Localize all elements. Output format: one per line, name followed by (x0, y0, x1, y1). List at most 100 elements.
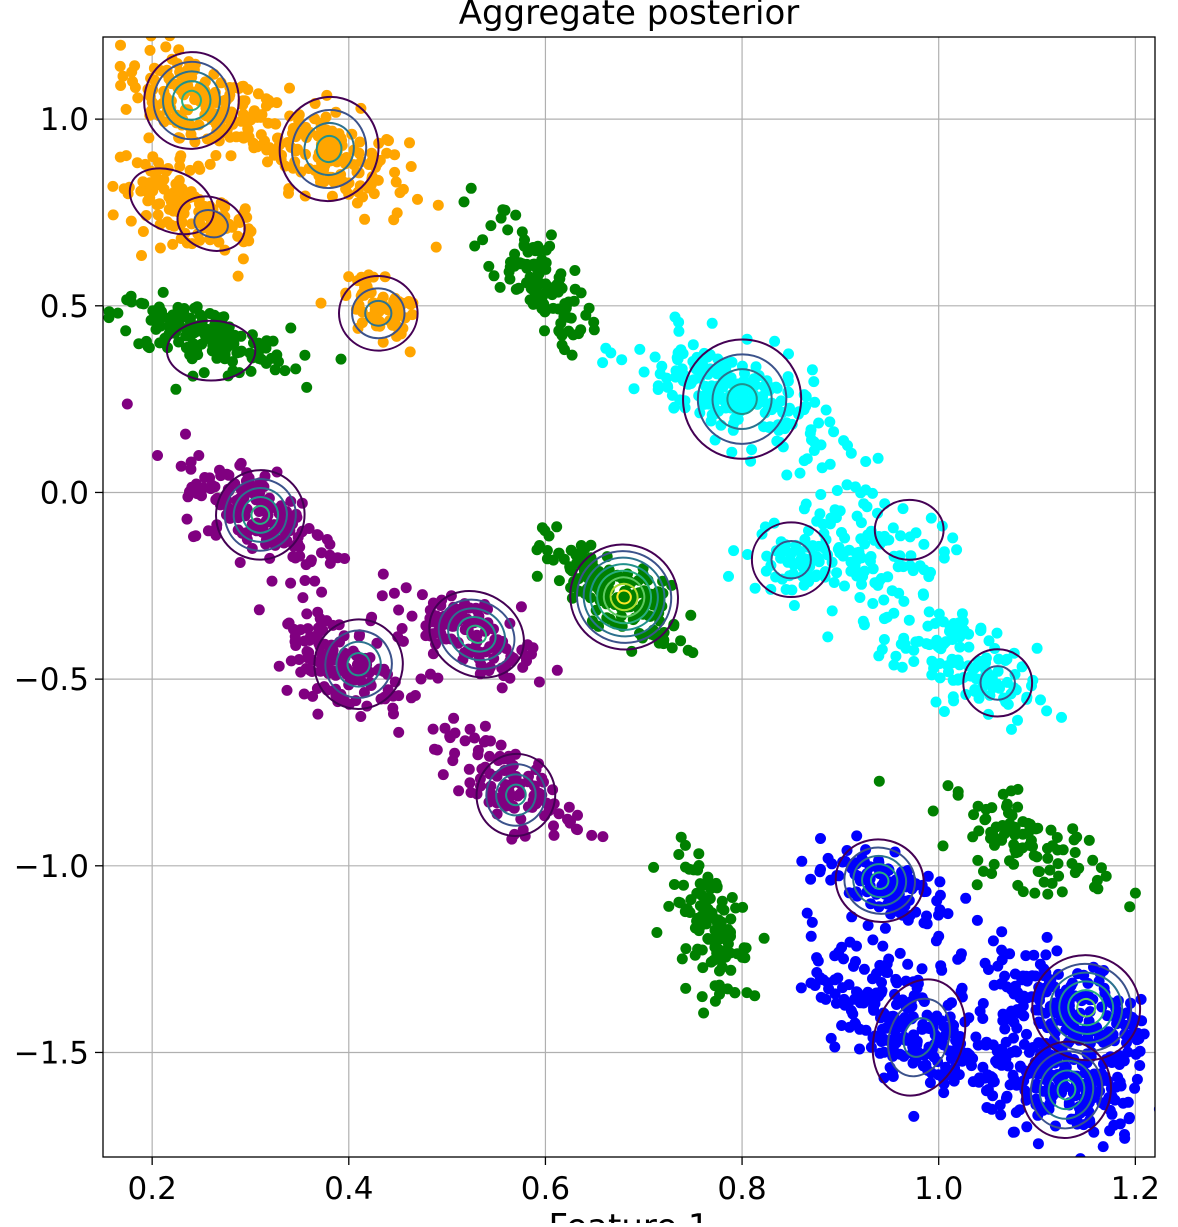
data-point (1042, 889, 1053, 900)
data-point (895, 530, 906, 541)
data-point (954, 642, 965, 653)
data-point (693, 848, 704, 859)
data-point (132, 92, 143, 103)
data-point (837, 997, 848, 1008)
data-point (143, 341, 154, 352)
data-point (1136, 994, 1147, 1005)
data-point (924, 606, 935, 617)
data-point (1001, 654, 1012, 665)
data-point (910, 907, 921, 918)
data-point (136, 298, 147, 309)
data-point (1008, 1127, 1019, 1138)
data-point (898, 503, 909, 514)
data-point (406, 161, 417, 172)
data-point (189, 94, 200, 105)
data-point (1033, 1138, 1044, 1149)
data-point (1119, 1129, 1130, 1140)
data-point (1013, 846, 1024, 857)
data-point (858, 998, 869, 1009)
data-point (779, 545, 790, 556)
data-point (939, 706, 950, 717)
data-point (685, 610, 696, 621)
data-point (759, 933, 770, 944)
data-point (739, 952, 750, 963)
data-point (697, 991, 708, 1002)
data-point (180, 429, 191, 440)
data-point (832, 485, 843, 496)
data-point (873, 453, 884, 464)
data-point (339, 553, 350, 564)
data-point (481, 735, 492, 746)
data-point (293, 116, 304, 127)
data-point (867, 598, 878, 609)
data-point (984, 635, 995, 646)
data-point (879, 613, 890, 624)
data-point (998, 789, 1009, 800)
data-point (862, 501, 873, 512)
data-point (836, 527, 847, 538)
data-point (393, 605, 404, 616)
data-point (240, 203, 251, 214)
data-point (707, 318, 718, 329)
data-point (285, 578, 296, 589)
data-point (680, 983, 691, 994)
data-point (283, 188, 294, 199)
data-point (284, 83, 295, 94)
data-point (500, 205, 511, 216)
data-point (231, 347, 242, 358)
data-point (1124, 1112, 1135, 1123)
data-point (688, 864, 699, 875)
data-point (910, 636, 921, 647)
data-point (388, 708, 399, 719)
data-point (972, 855, 983, 866)
data-point (650, 352, 661, 363)
data-point (937, 1033, 948, 1044)
data-point (918, 588, 929, 599)
data-point (975, 625, 986, 636)
data-point (1035, 694, 1046, 705)
data-point (1044, 865, 1055, 876)
data-point (887, 585, 898, 596)
data-point (807, 364, 818, 375)
data-point (485, 220, 496, 231)
data-point (135, 186, 146, 197)
data-point (714, 966, 725, 977)
data-point (516, 601, 527, 612)
data-point (831, 512, 842, 523)
data-point (673, 326, 684, 337)
x-tick-label: 0.8 (717, 1171, 766, 1207)
data-point (173, 185, 184, 196)
data-point (212, 220, 223, 231)
data-point (138, 226, 149, 237)
data-point (1057, 886, 1068, 897)
x-tick-label: 0.2 (128, 1171, 177, 1207)
data-point (1035, 959, 1046, 970)
data-point (1004, 855, 1015, 866)
data-point (211, 322, 222, 333)
data-point (235, 557, 246, 568)
data-point (147, 151, 158, 162)
data-point (776, 395, 787, 406)
data-point (466, 183, 477, 194)
data-point (856, 517, 867, 528)
data-point (199, 367, 210, 378)
data-point (546, 229, 557, 240)
data-point (881, 967, 892, 978)
data-point (255, 109, 266, 120)
x-tick-label: 1.0 (914, 1171, 963, 1207)
data-point (127, 76, 138, 87)
data-point (725, 965, 736, 976)
data-point (973, 801, 984, 812)
data-point (858, 616, 869, 627)
data-point (453, 785, 464, 796)
data-point (199, 472, 210, 483)
y-tick-label: 0.0 (40, 475, 89, 511)
data-point (860, 484, 871, 495)
data-point (145, 45, 156, 56)
data-point (519, 240, 530, 251)
data-point (796, 856, 807, 867)
data-point (1084, 835, 1095, 846)
data-point (821, 405, 832, 416)
data-point (802, 453, 813, 464)
data-point (176, 461, 187, 472)
